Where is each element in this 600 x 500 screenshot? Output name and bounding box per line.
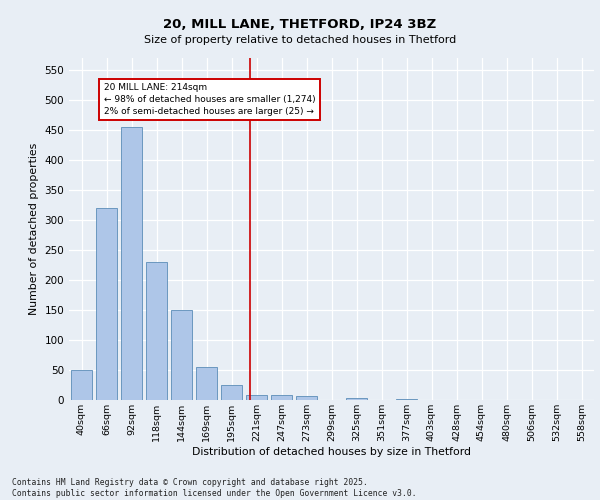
Text: Size of property relative to detached houses in Thetford: Size of property relative to detached ho… [144,35,456,45]
Bar [221,385,242,400]
Bar [71,370,92,400]
Bar [171,310,192,400]
X-axis label: Distribution of detached houses by size in Thetford: Distribution of detached houses by size … [192,446,471,456]
Text: Contains HM Land Registry data © Crown copyright and database right 2025.
Contai: Contains HM Land Registry data © Crown c… [12,478,416,498]
Bar [146,262,167,400]
Y-axis label: Number of detached properties: Number of detached properties [29,142,39,315]
Bar [296,396,317,400]
Bar [196,367,217,400]
Text: 20 MILL LANE: 214sqm
← 98% of detached houses are smaller (1,274)
2% of semi-det: 20 MILL LANE: 214sqm ← 98% of detached h… [104,84,316,116]
Text: 20, MILL LANE, THETFORD, IP24 3BZ: 20, MILL LANE, THETFORD, IP24 3BZ [163,18,437,30]
Bar [246,394,267,400]
Bar [271,395,292,400]
Bar [96,208,117,400]
Bar [121,126,142,400]
Bar [346,398,367,400]
